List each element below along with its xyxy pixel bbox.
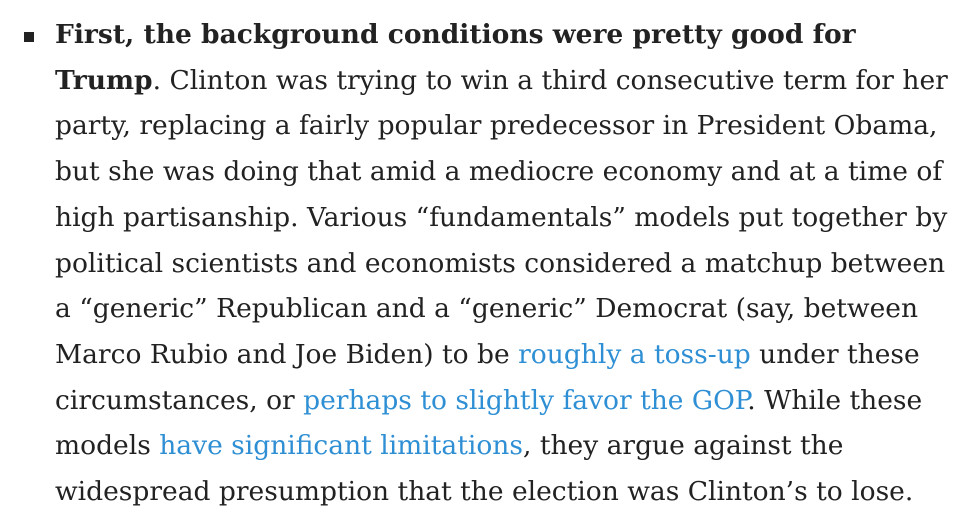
link-significant-limitations[interactable]: have significant limitations (159, 430, 523, 462)
body-text-2: under these circumstances, or (55, 338, 920, 416)
square-bullet-icon (24, 32, 34, 42)
article-bullet-list: First, the background conditions were pr… (24, 19, 948, 508)
body-text-3: . While these models (55, 384, 923, 462)
lead-period: . (152, 64, 162, 96)
body-text-1: Clinton was trying to win a third consec… (55, 64, 948, 370)
list-item: First, the background conditions were pr… (24, 19, 948, 508)
link-slightly-favor-gop[interactable]: perhaps to slightly favor the GOP (303, 384, 748, 416)
lead-sentence: First, the background conditions were pr… (55, 19, 856, 96)
body-text-4: , they argue against the widespread pres… (55, 430, 914, 508)
link-roughly-a-toss-up[interactable]: roughly a toss-up (518, 338, 751, 370)
